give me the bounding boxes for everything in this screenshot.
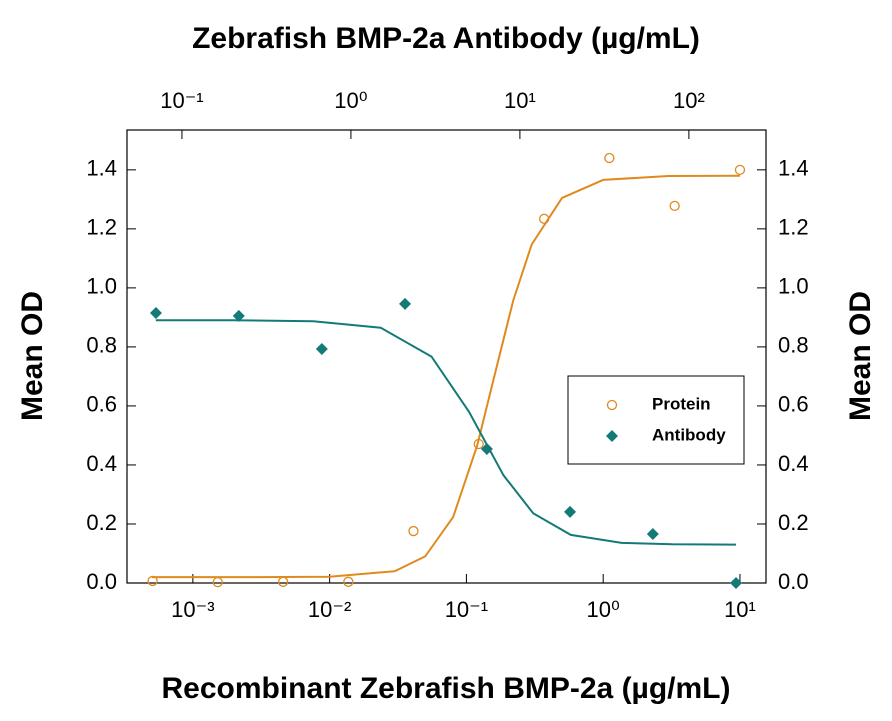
- y2-tick-label: 0.8: [778, 333, 809, 358]
- x-tick-label: 10⁻¹: [445, 597, 488, 622]
- legend-box: [567, 375, 745, 465]
- chart-title: Zebrafish BMP-2a Antibody (µg/mL): [192, 22, 700, 55]
- x-tick-label: 10⁻³: [171, 597, 214, 622]
- circle-point: [147, 575, 158, 587]
- diamond-point: [729, 577, 742, 589]
- y2-tick-label: 1.2: [778, 215, 809, 240]
- y-tick-label: 0.4: [86, 451, 117, 476]
- diamond-point: [149, 306, 162, 319]
- circle-point: [212, 576, 223, 588]
- circle-point: [604, 152, 615, 164]
- y2-tick-label: 0.2: [778, 510, 809, 535]
- x-axis-label: Recombinant Zebrafish BMP-2a (µg/mL): [161, 672, 730, 705]
- x2-tick-label: 10²: [673, 88, 705, 113]
- y2-tick-label: 1.4: [778, 156, 809, 181]
- y2-axis-label: Mean OD: [844, 291, 877, 421]
- y-tick-label: 0.0: [86, 569, 117, 594]
- plot-frame: [126, 129, 767, 584]
- y-tick-label: 0.8: [86, 333, 117, 358]
- x2-tick-label: 10⁰: [334, 88, 367, 113]
- y-tick-label: 1.0: [86, 274, 117, 299]
- circle-point: [408, 525, 419, 537]
- y-tick-label: 0.2: [86, 510, 117, 535]
- y-axis-label: Mean OD: [16, 291, 49, 421]
- x2-tick-label: 10¹: [504, 88, 536, 113]
- circle-point: [473, 438, 484, 450]
- x-tick-label: 10⁻²: [308, 597, 351, 622]
- circle-point: [277, 576, 289, 587]
- legend-label: Antibody: [652, 425, 726, 444]
- y-tick-label: 1.4: [86, 156, 117, 181]
- diamond-point: [480, 443, 493, 456]
- legend-label: Protein: [652, 394, 711, 413]
- diamond-point: [646, 528, 659, 541]
- legend-marker: [606, 399, 618, 411]
- circle-point: [343, 576, 354, 587]
- y2-tick-label: 1.0: [778, 274, 809, 299]
- circle-point: [669, 200, 680, 211]
- y2-tick-label: 0.6: [778, 392, 809, 417]
- diamond-point: [315, 342, 328, 355]
- x2-tick-label: 10⁻¹: [160, 88, 203, 113]
- circle-point: [734, 164, 746, 175]
- y2-tick-label: 0.0: [778, 569, 809, 594]
- fit-curve: [155, 319, 737, 546]
- legend-marker: [606, 430, 618, 442]
- circle-point: [538, 213, 550, 224]
- diamond-point: [399, 297, 412, 310]
- y-tick-label: 0.6: [86, 392, 117, 417]
- y2-tick-label: 0.4: [778, 451, 809, 476]
- x-tick-label: 10¹: [724, 597, 756, 622]
- y-tick-label: 1.2: [86, 215, 117, 240]
- diamond-point: [564, 505, 577, 518]
- x-tick-label: 10⁰: [587, 597, 620, 622]
- diamond-point: [232, 309, 245, 322]
